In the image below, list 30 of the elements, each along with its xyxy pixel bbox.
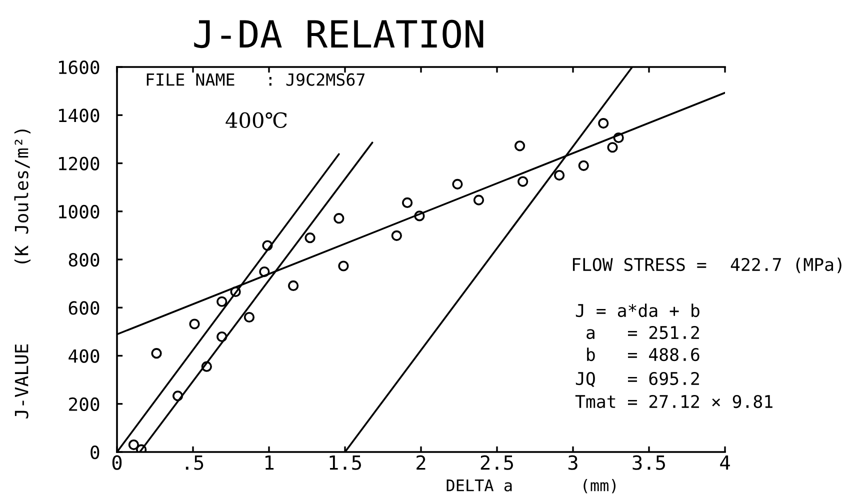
x-tick-label: .5 xyxy=(186,455,204,470)
annotation: J = a*da + b xyxy=(576,304,700,318)
y-tick-label: 1400 xyxy=(59,108,100,122)
annotation: JQ = 695.2 xyxy=(576,372,699,388)
x-tick-label: 2.5 xyxy=(480,455,514,470)
y-tick-label: 800 xyxy=(68,253,100,267)
annotation: b = 488.6 xyxy=(587,348,700,362)
x-tick-label: 1 xyxy=(265,455,274,470)
x-tick-label: 3.5 xyxy=(632,455,666,470)
y-tick-label: 1000 xyxy=(59,204,100,219)
chart-title: J-DA RELATION xyxy=(194,20,484,48)
x-axis-title: DELTA a (mm) xyxy=(446,479,616,494)
x-tick-label: 2 xyxy=(416,455,426,470)
y-tick-label: 1600 xyxy=(59,60,100,74)
annotation: 400℃ xyxy=(226,112,287,128)
x-tick-label: 4 xyxy=(720,455,730,470)
x-tick-label: 3 xyxy=(568,455,578,470)
y-tick-label: 200 xyxy=(69,397,100,412)
text: 422.7 (MPa) xyxy=(730,258,842,274)
annotation: FILE NAME : J9C2MS67 xyxy=(146,73,364,86)
y-tick-label: 600 xyxy=(68,301,100,315)
x-tick-label: 0 xyxy=(112,455,122,470)
y-tick-label: 1200 xyxy=(59,156,100,170)
annotation: a = 251.2 xyxy=(586,326,699,340)
x-tick-label: 1.5 xyxy=(330,455,362,470)
y-axis-title: J-VALUE (K Joules/m²) xyxy=(14,130,31,418)
annotation: Tmat = 27.12 × 9.81 xyxy=(575,394,772,408)
y-tick-label: 400 xyxy=(68,349,100,363)
annotation: FLOW STRESS = xyxy=(572,258,706,272)
y-tick-label: 0 xyxy=(90,446,100,460)
